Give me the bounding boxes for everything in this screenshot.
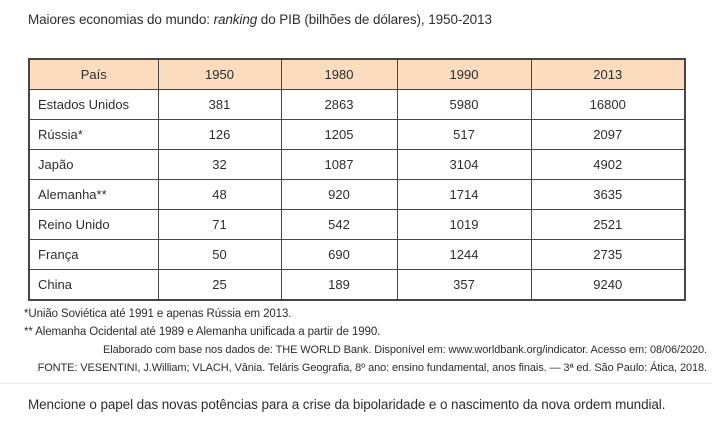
value-cell: 25 — [157, 269, 282, 301]
country-cell: Japão — [28, 149, 159, 180]
country-cell: China — [28, 269, 159, 301]
value-cell: 1087 — [280, 149, 398, 180]
table-row-reino-unido: Reino Unido 71 542 1019 2521 — [28, 209, 686, 240]
sources-block: Elaborado com base nos dados de: THE WOR… — [2, 344, 707, 374]
title-prefix: Maiores economias do mundo: — [28, 12, 214, 27]
country-cell: Rússia* — [28, 119, 159, 150]
table-row-franca: França 50 690 1244 2735 — [28, 239, 686, 270]
table-header-cell-2013: 2013 — [530, 58, 686, 90]
country-cell: Reino Unido — [28, 209, 159, 240]
value-cell: 2097 — [530, 119, 686, 150]
value-cell: 1019 — [396, 209, 532, 240]
source-elaboration-line: Elaborado com base nos dados de: THE WOR… — [102, 344, 707, 356]
country-cell: França — [28, 239, 159, 270]
source-fonte-line: FONTE: VESENTINI, J.William; VLACH, Vâni… — [37, 362, 707, 374]
value-cell: 32 — [157, 149, 282, 180]
footnote-germany: ** Alemanha Ocidental até 1989 e Alemanh… — [24, 326, 381, 338]
value-cell: 126 — [157, 119, 282, 150]
divider — [0, 383, 712, 384]
value-cell: 4902 — [530, 149, 686, 180]
value-cell: 2735 — [530, 239, 686, 270]
value-cell: 1714 — [396, 179, 532, 210]
title-suffix: do PIB (bilhões de dólares), 1950-2013 — [257, 12, 492, 27]
table-header-cell-1980: 1980 — [280, 58, 398, 90]
value-cell: 48 — [157, 179, 282, 210]
value-cell: 16800 — [530, 89, 686, 120]
table-header-cell-1950: 1950 — [157, 58, 282, 90]
value-cell: 3635 — [530, 179, 686, 210]
table-row-russia: Rússia* 126 1205 517 2097 — [28, 119, 686, 150]
page-title: Maiores economias do mundo: ranking do P… — [28, 12, 712, 28]
gdp-ranking-table: País 1950 1980 1990 2013 Estados Unidos … — [28, 58, 686, 301]
value-cell: 2863 — [280, 89, 398, 120]
value-cell: 9240 — [530, 269, 686, 301]
value-cell: 1244 — [396, 239, 532, 270]
question-text: Mencione o papel das novas potências par… — [28, 397, 666, 412]
value-cell: 690 — [280, 239, 398, 270]
value-cell: 50 — [157, 239, 282, 270]
table-row-estados-unidos: Estados Unidos 381 2863 5980 16800 — [28, 89, 686, 120]
table-header-cell-1990: 1990 — [396, 58, 532, 90]
value-cell: 2521 — [530, 209, 686, 240]
footnotes-block: *União Soviética até 1991 e apenas Rússi… — [24, 308, 712, 339]
country-cell: Estados Unidos — [28, 89, 159, 120]
value-cell: 3104 — [396, 149, 532, 180]
value-cell: 71 — [157, 209, 282, 240]
table-header-row: País 1950 1980 1990 2013 — [28, 58, 686, 90]
table-header-cell-pais: País — [28, 58, 159, 90]
value-cell: 1205 — [280, 119, 398, 150]
value-cell: 920 — [280, 179, 398, 210]
value-cell: 542 — [280, 209, 398, 240]
value-cell: 5980 — [396, 89, 532, 120]
table-row-china: China 25 189 357 9240 — [28, 269, 686, 301]
table-row-japao: Japão 32 1087 3104 4902 — [28, 149, 686, 180]
title-italic-ranking: ranking — [213, 12, 258, 27]
table-row-alemanha: Alemanha** 48 920 1714 3635 — [28, 179, 686, 210]
value-cell: 517 — [396, 119, 532, 150]
value-cell: 189 — [280, 269, 398, 301]
value-cell: 357 — [396, 269, 532, 301]
value-cell: 381 — [157, 89, 282, 120]
footnote-russia: *União Soviética até 1991 e apenas Rússi… — [24, 308, 292, 320]
country-cell: Alemanha** — [28, 179, 159, 210]
